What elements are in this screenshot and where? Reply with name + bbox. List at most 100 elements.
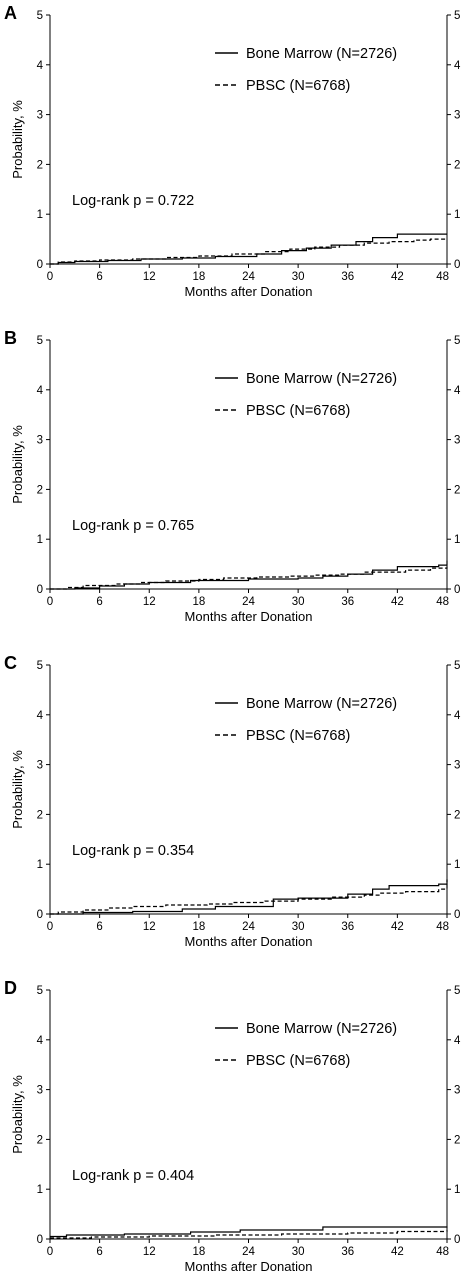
x-tick-label: 30 — [292, 921, 305, 933]
x-tick-label: 24 — [242, 596, 255, 608]
y-tick-label-right: 0 — [454, 259, 460, 271]
y-tick-label-right: 5 — [454, 660, 460, 672]
x-tick-label: 18 — [192, 921, 205, 933]
series-line-bone-marrow — [50, 1226, 448, 1238]
y-tick-label-right: 0 — [454, 909, 460, 921]
x-tick-label: 48 — [436, 1246, 449, 1258]
x-tick-label: 18 — [192, 1246, 205, 1258]
x-tick-label: 30 — [292, 1246, 305, 1258]
x-tick-label: 48 — [436, 596, 449, 608]
y-axis-label: Probability, % — [10, 100, 25, 179]
x-tick-label: 42 — [391, 1246, 404, 1258]
y-tick-label-left: 5 — [37, 335, 43, 347]
legend-label: Bone Marrow (N=2726) — [246, 46, 397, 62]
x-tick-label: 0 — [47, 271, 53, 283]
x-tick-label: 12 — [143, 596, 156, 608]
y-tick-label-right: 2 — [454, 159, 460, 171]
y-tick-label-right: 4 — [454, 60, 461, 72]
y-tick-label-right: 4 — [454, 1035, 461, 1047]
y-tick-label-right: 2 — [454, 484, 460, 496]
y-tick-label-left: 3 — [37, 110, 43, 122]
x-tick-label: 18 — [192, 271, 205, 283]
x-tick-label: 24 — [242, 921, 255, 933]
x-axis-label: Months after Donation — [185, 934, 313, 949]
y-axis-label: Probability, % — [10, 425, 25, 504]
x-tick-label: 42 — [391, 596, 404, 608]
x-tick-label: 12 — [143, 921, 156, 933]
panel-letter: B — [4, 328, 17, 348]
y-tick-label-left: 3 — [37, 760, 43, 772]
y-tick-label-left: 3 — [37, 1085, 43, 1097]
y-tick-label-right: 5 — [454, 985, 460, 997]
y-tick-label-right: 5 — [454, 10, 460, 22]
y-tick-label-left: 3 — [37, 435, 43, 447]
log-rank-annotation: Log-rank p = 0.722 — [72, 193, 194, 209]
y-tick-label-right: 3 — [454, 435, 460, 447]
y-tick-label-left: 1 — [37, 859, 43, 871]
series-line-pbsc — [50, 566, 448, 590]
legend-label: Bone Marrow (N=2726) — [246, 696, 397, 712]
panel-letter: A — [4, 3, 17, 23]
y-tick-label-right: 3 — [454, 1085, 460, 1097]
y-tick-label-left: 4 — [37, 1035, 44, 1047]
x-tick-label: 36 — [341, 596, 354, 608]
x-tick-label: 24 — [242, 271, 255, 283]
log-rank-annotation: Log-rank p = 0.404 — [72, 1168, 194, 1184]
x-tick-label: 6 — [96, 596, 102, 608]
x-tick-label: 0 — [47, 1246, 53, 1258]
y-tick-label-left: 2 — [37, 809, 43, 821]
y-tick-label-right: 1 — [454, 859, 460, 871]
x-tick-label: 42 — [391, 271, 404, 283]
log-rank-annotation: Log-rank p = 0.354 — [72, 843, 194, 859]
legend-label: PBSC (N=6768) — [246, 78, 350, 94]
panel-letter: C — [4, 653, 17, 673]
legend-label: PBSC (N=6768) — [246, 403, 350, 419]
y-tick-label-right: 0 — [454, 1234, 460, 1246]
x-tick-label: 48 — [436, 271, 449, 283]
x-tick-label: 36 — [341, 1246, 354, 1258]
y-tick-label-right: 3 — [454, 110, 460, 122]
y-tick-label-left: 5 — [37, 985, 43, 997]
y-tick-label-left: 1 — [37, 1184, 43, 1196]
y-tick-label-left: 0 — [37, 584, 43, 596]
series-line-bone-marrow — [50, 880, 448, 915]
y-tick-label-left: 5 — [37, 10, 43, 22]
series-line-bone-marrow — [50, 560, 448, 590]
series-line-pbsc — [50, 1230, 448, 1239]
legend-label: Bone Marrow (N=2726) — [246, 1021, 397, 1037]
x-tick-label: 0 — [47, 596, 53, 608]
y-tick-label-left: 2 — [37, 1134, 43, 1146]
legend-label: PBSC (N=6768) — [246, 1053, 350, 1069]
y-tick-label-right: 2 — [454, 1134, 460, 1146]
series-line-bone-marrow — [50, 233, 447, 265]
x-tick-label: 6 — [96, 921, 102, 933]
y-tick-label-left: 4 — [37, 385, 44, 397]
series-line-pbsc — [50, 238, 447, 265]
legend-label: PBSC (N=6768) — [246, 728, 350, 744]
y-tick-label-right: 3 — [454, 760, 460, 772]
x-tick-label: 6 — [96, 271, 102, 283]
y-tick-label-left: 0 — [37, 259, 43, 271]
y-tick-label-right: 4 — [454, 710, 461, 722]
series-line-pbsc — [50, 879, 448, 915]
x-tick-label: 36 — [341, 921, 354, 933]
legend-label: Bone Marrow (N=2726) — [246, 371, 397, 387]
x-tick-label: 0 — [47, 921, 53, 933]
y-tick-label-left: 2 — [37, 159, 43, 171]
y-tick-label-right: 1 — [454, 534, 460, 546]
x-tick-label: 24 — [242, 1246, 255, 1258]
x-axis-label: Months after Donation — [185, 609, 313, 624]
x-tick-label: 30 — [292, 271, 305, 283]
x-axis-label: Months after Donation — [185, 1259, 313, 1274]
panel-letter: D — [4, 978, 17, 998]
y-tick-label-left: 4 — [37, 710, 44, 722]
y-tick-label-right: 5 — [454, 335, 460, 347]
y-tick-label-left: 1 — [37, 209, 43, 221]
y-tick-label-right: 1 — [454, 1184, 460, 1196]
x-tick-label: 12 — [143, 1246, 156, 1258]
x-axis-label: Months after Donation — [185, 284, 313, 299]
